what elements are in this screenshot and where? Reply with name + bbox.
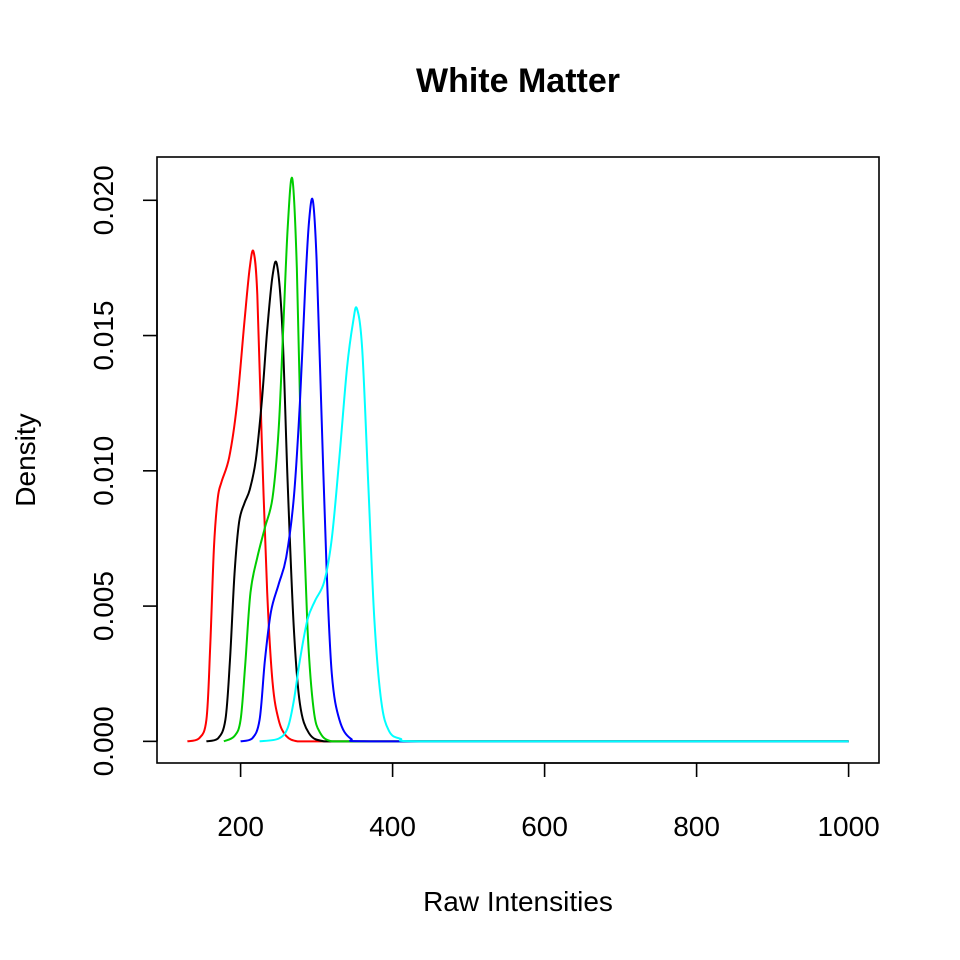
chart-title: White Matter (416, 62, 620, 100)
density-curve-5 (259, 306, 849, 743)
y-axis: 0.000 0.005 0.010 0.015 0.020 (88, 165, 158, 776)
y-tick-label: 0.010 (88, 436, 119, 506)
x-axis: 200 400 600 800 1000 (217, 762, 880, 842)
density-curve-3 (223, 176, 849, 743)
x-tick-label: 600 (521, 811, 568, 842)
y-tick-label: 0.005 (88, 571, 119, 641)
x-tick-label: 1000 (817, 811, 879, 842)
y-tick-label: 0.020 (88, 165, 119, 235)
x-tick-label: 200 (217, 811, 264, 842)
density-curve-4 (240, 197, 849, 743)
y-tick-label: 0.015 (88, 301, 119, 371)
x-axis-label: Raw Intensities (423, 886, 613, 917)
y-axis-label: Density (10, 413, 41, 506)
series-layer (187, 176, 849, 743)
x-tick-label: 400 (369, 811, 416, 842)
y-tick-label: 0.000 (88, 706, 119, 776)
x-tick-label: 800 (673, 811, 720, 842)
